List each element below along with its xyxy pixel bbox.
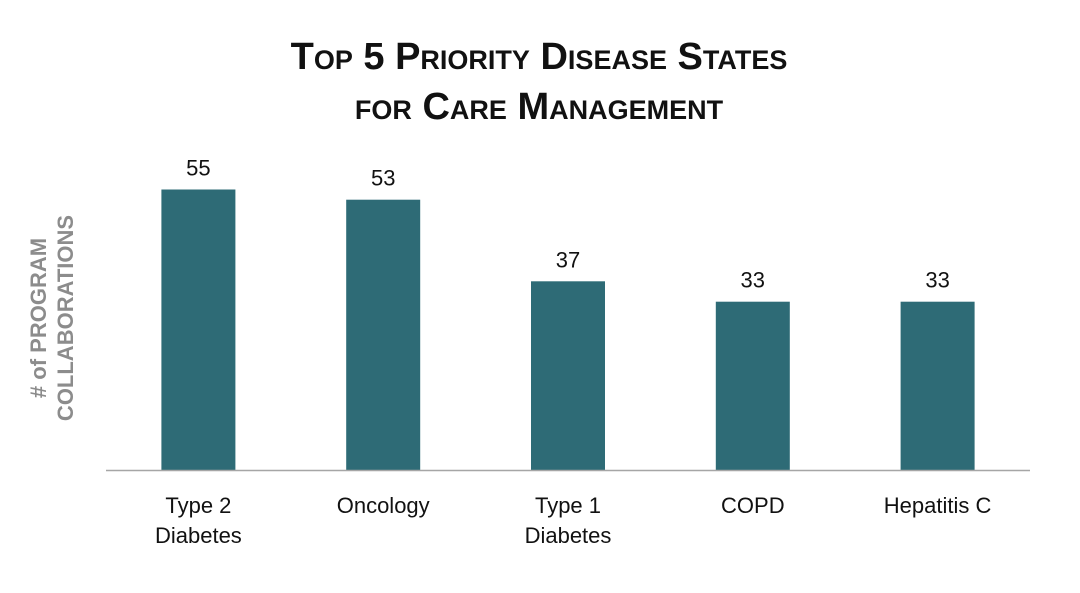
category-label-4: COPD	[721, 493, 785, 518]
chart-title-line-1: Top 5 Priority Disease States	[290, 36, 788, 78]
category-label-2: Oncology	[337, 493, 430, 518]
bar-3	[531, 281, 605, 470]
bar-4	[715, 301, 790, 470]
data-label-4: 33	[741, 268, 765, 293]
category-label-1: Type 2 Diabetes	[155, 493, 242, 548]
bar-5	[900, 301, 975, 470]
data-label-3: 37	[556, 247, 580, 272]
category-label-3: Type 1 Diabetes	[525, 493, 612, 548]
bar-1	[161, 189, 236, 470]
chart-title: Top 5 Priority Disease States for Care M…	[0, 32, 1078, 132]
data-label-5: 33	[925, 268, 949, 293]
category-label-5: Hepatitis C	[884, 493, 992, 518]
data-label-2: 53	[371, 166, 395, 191]
chart-title-line-2: for Care Management	[354, 86, 724, 128]
bar-2	[346, 199, 421, 470]
data-label-1: 55	[186, 156, 210, 181]
